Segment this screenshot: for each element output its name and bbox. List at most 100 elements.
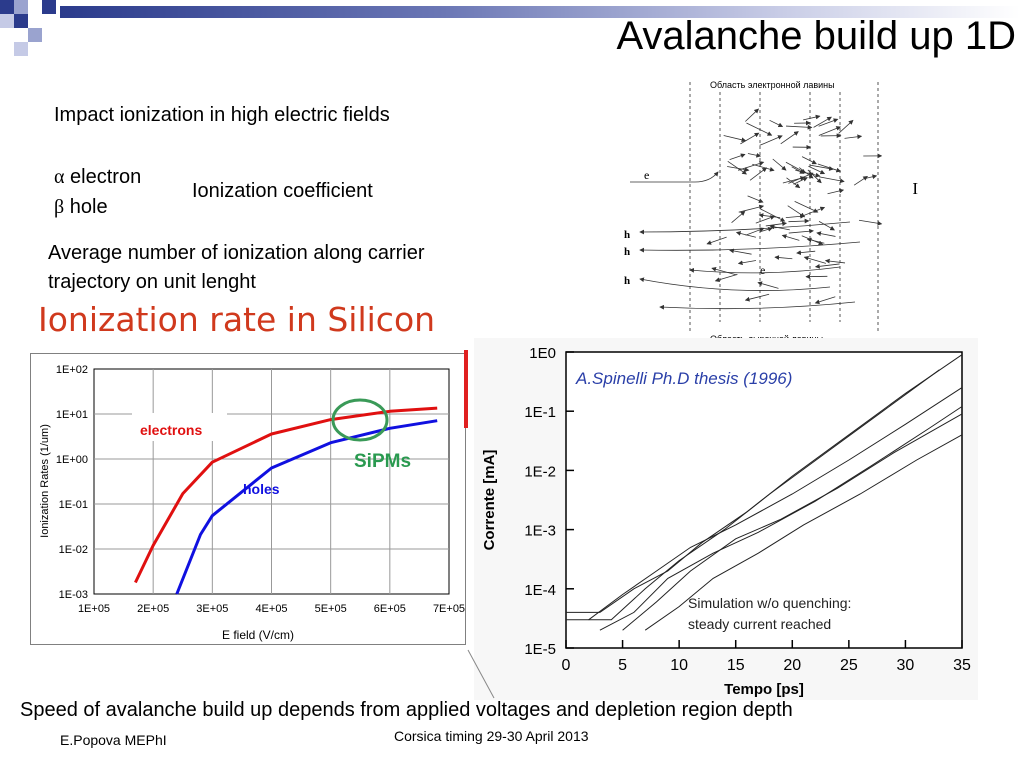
chart1-x-tick-label: 6E+05	[374, 603, 406, 615]
chart1-series-0-line	[134, 406, 438, 584]
alpha-label: electron	[70, 166, 142, 188]
hole-path	[639, 277, 831, 291]
footer-author: E.Popova MEPhI	[60, 732, 167, 748]
hole-arrow	[758, 213, 781, 219]
alpha-symbol: α	[54, 166, 65, 188]
electron-arrow	[853, 176, 868, 186]
intro-text: Impact ionization in high electric field…	[54, 104, 390, 126]
chart2-y-tick-label: 1E-3	[524, 523, 556, 540]
label-h2: h	[624, 246, 630, 258]
chart2-y-tick-label: 1E0	[529, 345, 556, 362]
chart2-x-tick-label: 35	[953, 657, 971, 674]
chart1-x-tick-label: 3E+05	[196, 603, 228, 615]
section-heading: Ionization rate in Silicon	[38, 300, 436, 339]
electron-arrow	[801, 156, 817, 165]
chart2-annotation-line2: steady current reached	[688, 616, 831, 632]
electron-arrow	[727, 160, 747, 175]
beta-line: β hole	[54, 194, 108, 220]
sipm-highlight-ellipse	[331, 398, 389, 442]
chart2-series-0-line	[566, 354, 963, 613]
diagram-top-label: Область электронной лавины	[710, 80, 835, 90]
chart2-xlabel: Tempo [ps]	[724, 681, 804, 698]
footer-event: Corsica timing 29-30 April 2013	[394, 728, 589, 744]
hole-arrow	[769, 224, 790, 231]
chart2-series-4-line	[622, 413, 963, 631]
chart1-y-tick-label: 1E-02	[59, 544, 88, 556]
electron-arrow	[786, 177, 801, 189]
electron-arrow	[738, 204, 765, 213]
chart1-x-tick-label: 4E+05	[255, 603, 287, 615]
electron-arrow	[747, 195, 764, 203]
electron-arrow	[723, 135, 747, 143]
electron-arrow	[760, 208, 786, 222]
hole-arrow	[729, 248, 752, 255]
chart1-xlabel: E field (V/cm)	[222, 628, 294, 642]
hole-path	[659, 301, 856, 310]
electron-arrow	[740, 132, 760, 145]
sipms-label: SiPMs	[354, 451, 411, 472]
chart2-series-5-line	[644, 434, 963, 631]
region-dashed-lines	[689, 82, 879, 332]
chart1-ylabel: Ionization Rates (1/um)	[39, 424, 51, 538]
chart2-y-tick-label: 1E-5	[524, 641, 556, 658]
chart2-x-tick-label: 0	[562, 657, 571, 674]
hole-path	[639, 221, 851, 235]
chart2-series-3-line	[599, 406, 963, 631]
hole-arrow	[814, 263, 840, 269]
electron-arrow	[810, 164, 834, 171]
electron-arrow	[765, 221, 787, 227]
hole-arrow	[816, 231, 836, 237]
label-h3: h	[624, 275, 630, 287]
electron-arrow	[772, 158, 787, 171]
hole-arrow	[774, 255, 793, 260]
electron-arrow	[769, 119, 784, 127]
holes-label: holes	[243, 481, 280, 497]
average-line2: trajectory on unit lenght	[48, 271, 256, 293]
hole-arrow	[796, 250, 816, 256]
hole-arrow	[714, 274, 738, 283]
electron-arrow	[749, 167, 768, 181]
hole-arrow	[735, 231, 756, 238]
chart2-series-2-line	[588, 387, 963, 621]
title-underline	[60, 6, 1020, 18]
chart2-y-tick-label: 1E-1	[524, 404, 556, 421]
electron-arrow	[780, 131, 799, 145]
connector-line	[467, 649, 495, 699]
electron-arrow	[818, 126, 842, 136]
chart2-x-tick-label: 25	[840, 657, 858, 674]
hole-arrow	[744, 293, 770, 302]
ionization-chart: 1E+02 1E+01 1E+00 1E-01 1E-02 1E-03 1E+05 2E+0…	[30, 353, 466, 645]
region-i-label: I	[912, 179, 918, 198]
beta-label: hole	[69, 196, 108, 218]
electron-arrow	[752, 163, 775, 172]
electron-arrow	[800, 206, 826, 218]
chart2-x-tick-label: 10	[670, 657, 688, 674]
electron-arrow	[759, 135, 783, 146]
average-line1: Average number of ionization along carri…	[48, 242, 425, 264]
red-marker-bar	[464, 350, 468, 428]
avalanche-diagram: Область электронной лавины Область дыроч…	[624, 80, 918, 344]
electron-arrow	[746, 122, 773, 136]
chart2-annotation-line1: Simulation w/o quenching:	[688, 595, 851, 611]
electron-arrow	[818, 221, 835, 231]
chart1-y-tick-label: 1E+00	[56, 454, 88, 466]
beta-symbol: β	[54, 196, 65, 218]
electron-arrow	[807, 169, 822, 184]
chart1-x-tick-label: 2E+05	[137, 603, 169, 615]
electron-arrow	[788, 218, 810, 224]
electron-arrow	[819, 176, 845, 184]
bottom-caption: Speed of avalanche build up depends from…	[20, 699, 793, 721]
hole-arrow	[824, 258, 846, 264]
chart2-x-tick-label: 20	[783, 657, 801, 674]
chart2-y-tick-label: 1E-4	[524, 582, 556, 599]
carrier-paths	[630, 108, 883, 310]
electron-arrow	[817, 163, 842, 173]
electron-arrow	[838, 119, 854, 134]
electron-arrow	[745, 108, 760, 122]
alpha-line: α electron	[54, 164, 141, 190]
hole-arrow	[814, 296, 836, 305]
coefficient-label: Ionization coefficient	[192, 180, 373, 202]
electron-arrow	[795, 169, 821, 178]
electron-arrow	[731, 210, 746, 224]
chart2-series-1-line	[566, 369, 940, 621]
